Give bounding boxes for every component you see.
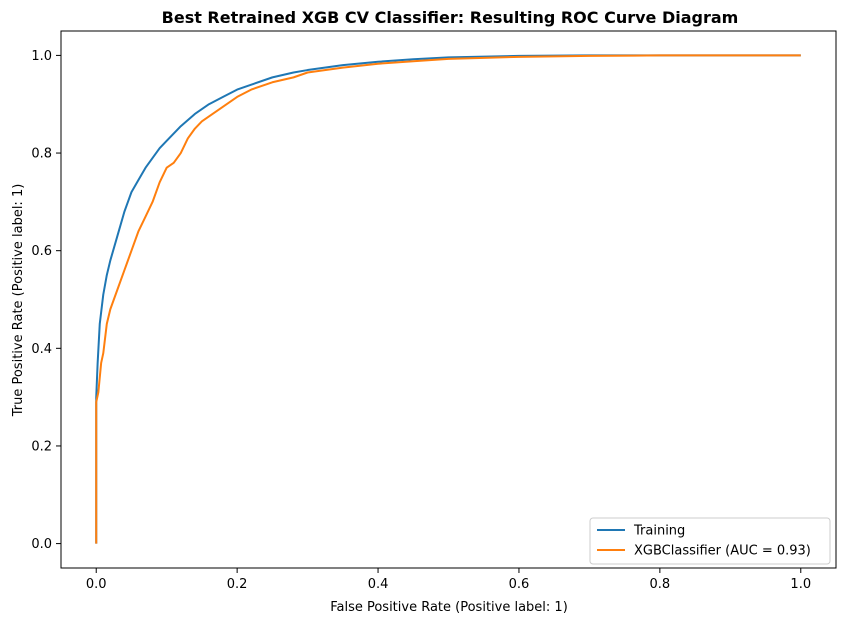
- x-tick-label: 0.8: [650, 577, 671, 592]
- x-tick-label: 1.0: [790, 577, 811, 592]
- legend-label-xgbclassifier: XGBClassifier (AUC = 0.93): [634, 544, 811, 559]
- y-axis-label: True Positive Rate (Positive label: 1): [11, 184, 26, 418]
- x-tick-label: 0.2: [227, 577, 248, 592]
- plot-frame: [60, 30, 837, 569]
- y-tick-label: 1.0: [31, 49, 52, 64]
- legend-label-training: Training: [633, 524, 685, 539]
- y-tick-label: 0.8: [31, 147, 52, 162]
- series-line-xgbclassifier: [95, 54, 801, 544]
- y-tick-label: 0.6: [31, 244, 52, 259]
- x-axis-label: False Positive Rate (Positive label: 1): [330, 600, 568, 615]
- axis-ticks: 0.0 0.2 0.4 0.6 0.8 1.0 0.0 0.2 0.4 0.6 0.8 1.0: [31, 49, 811, 592]
- y-tick-label: 0.4: [31, 342, 52, 357]
- x-tick-label: 0.6: [509, 577, 530, 592]
- x-tick-label: 0.4: [368, 577, 389, 592]
- legend: Training XGBClassifier (AUC = 0.93): [589, 517, 831, 565]
- plot-lines: [95, 54, 801, 544]
- y-tick-label: 0.2: [31, 439, 52, 454]
- chart-title: Best Retrained XGB CV Classifier: Result…: [162, 8, 739, 27]
- x-tick-label: 0.0: [86, 577, 107, 592]
- legend-box: [589, 517, 831, 565]
- y-tick-label: 0.0: [31, 537, 52, 552]
- series-line-training: [95, 54, 801, 544]
